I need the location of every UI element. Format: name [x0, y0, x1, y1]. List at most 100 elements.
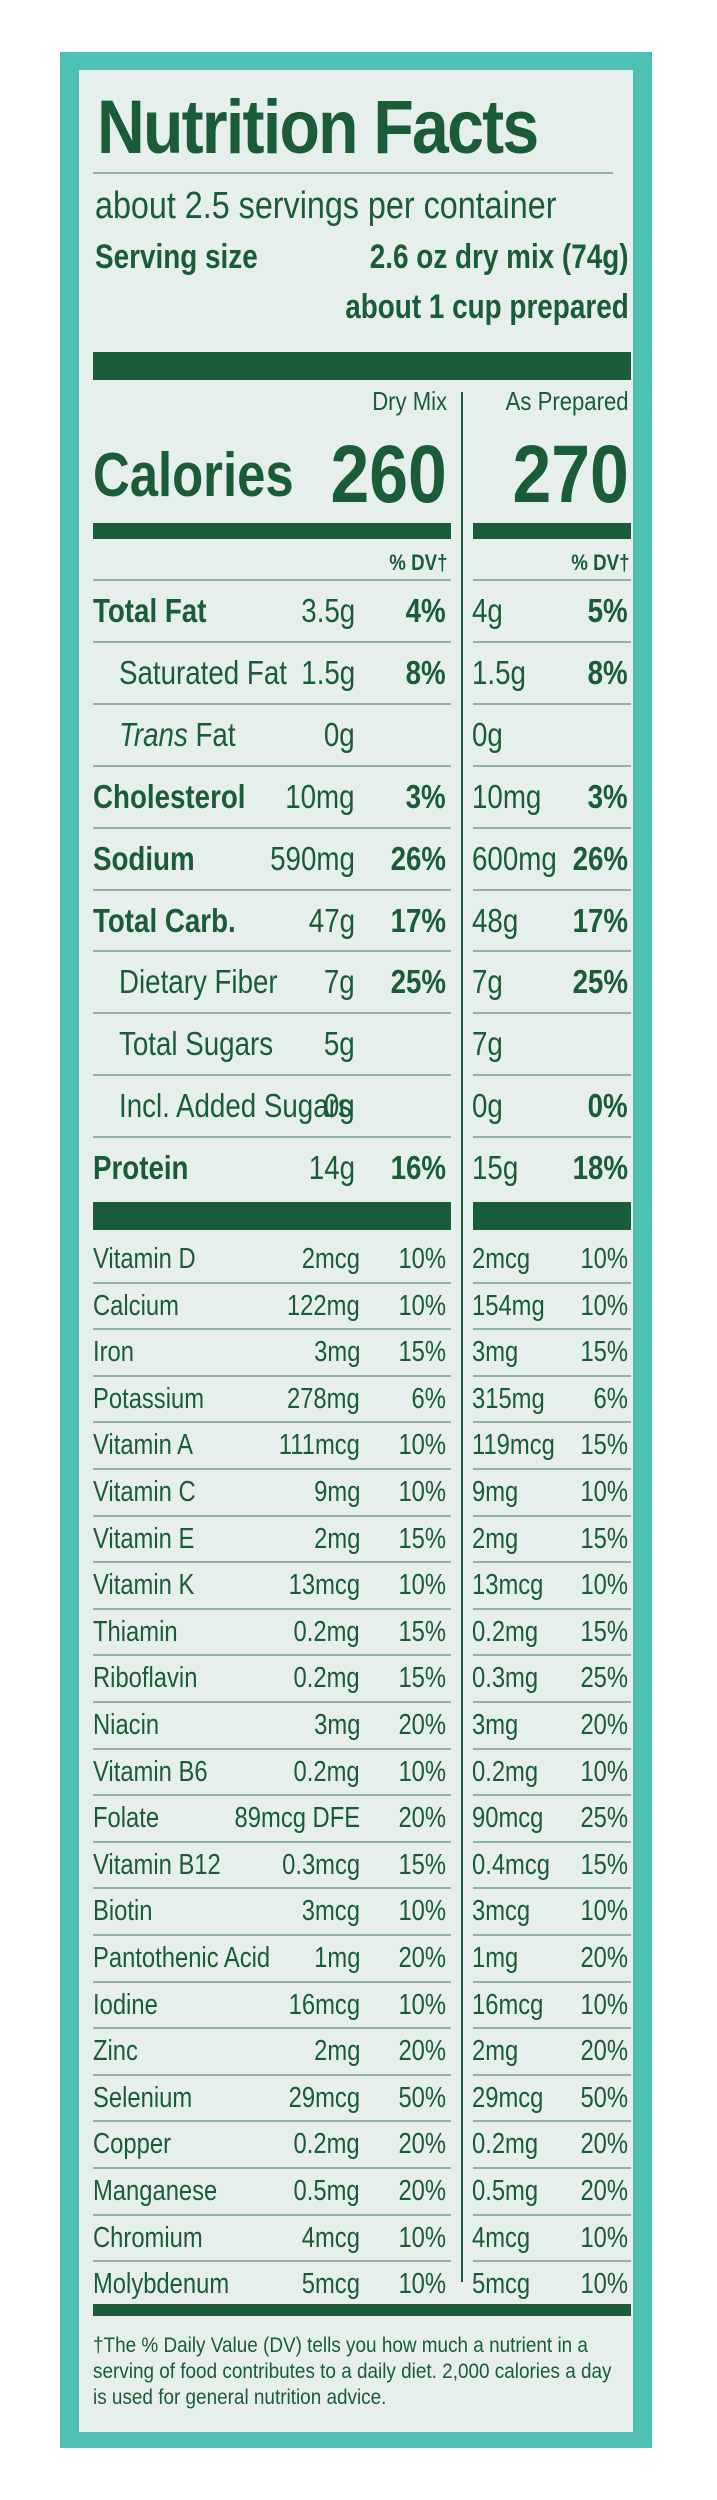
- nutrient-name: Molybdenum: [93, 2268, 230, 2301]
- nutrient-name: Total Fat: [93, 592, 207, 629]
- nutrient-row: Protein 14g 16% 15g 18%: [0, 1138, 717, 1200]
- row-divider: [473, 702, 631, 705]
- dry-daily-value: 50%: [398, 2081, 446, 2114]
- row-divider: [93, 1421, 451, 1424]
- row-divider: [473, 1747, 631, 1750]
- dry-amount: 2mg: [313, 2035, 360, 2068]
- row-divider: [473, 888, 631, 891]
- nutrient-name: Protein: [93, 1149, 189, 1187]
- prepared-amount: 90mcg: [472, 1802, 544, 1835]
- dry-amount: 2mg: [313, 1522, 360, 1555]
- calories-bar-prepared: [473, 523, 631, 539]
- vitamin-mineral-row: Riboflavin 0.2mg 15% 0.3mg 25%: [0, 1655, 717, 1702]
- nutrient-row: Total Carb. 47g 17% 48g 17%: [0, 891, 717, 953]
- dry-daily-value: 20%: [398, 1709, 446, 1741]
- serving-size-prepared: about 1 cup prepared: [345, 288, 629, 326]
- prepared-amount: 3mg: [472, 1336, 519, 1369]
- prepared-amount: 7g: [472, 1025, 503, 1063]
- row-divider: [473, 1934, 631, 1936]
- dry-amount: 0g: [324, 1087, 355, 1125]
- prepared-amount: 0.5mg: [472, 2175, 539, 2207]
- vitamin-mineral-row: Chromium 4mcg 10% 4mcg 10%: [0, 2215, 717, 2262]
- dry-amount: 7g: [324, 963, 355, 1001]
- row-divider: [473, 1012, 631, 1015]
- vitamin-mineral-row: Selenium 29mcg 50% 29mcg 50%: [0, 2075, 717, 2122]
- dry-daily-value: 15%: [398, 1615, 446, 1648]
- row-divider: [473, 1701, 631, 1703]
- prepared-amount: 600mg: [472, 839, 557, 877]
- nutrient-name: Incl. Added Sugars: [119, 1087, 352, 1125]
- calories-dry: 260: [330, 429, 447, 520]
- nutrient-name: Zinc: [93, 2035, 138, 2068]
- dry-amount: 5mcg: [301, 2268, 360, 2301]
- nutrient-name: Vitamin E: [93, 1522, 195, 1555]
- dry-amount: 4mcg: [301, 2221, 360, 2254]
- row-divider: [93, 2260, 451, 2263]
- row-divider: [93, 888, 451, 891]
- dry-amount: 1.5g: [301, 653, 355, 691]
- prepared-amount: 3mg: [472, 1709, 519, 1741]
- dry-daily-value: 20%: [398, 1802, 446, 1835]
- dry-amount: 122mg: [287, 1289, 360, 1322]
- row-divider: [93, 1654, 451, 1657]
- row-divider: [93, 1980, 451, 1983]
- nutrient-row: Sodium 590mg 26% 600mg 26%: [0, 829, 717, 891]
- row-divider: [93, 1887, 451, 1890]
- prepared-amount: 315mg: [472, 1382, 545, 1415]
- prepared-daily-value: 50%: [580, 2081, 628, 2114]
- row-divider: [473, 1136, 631, 1139]
- column-header-prepared: As Prepared: [506, 386, 629, 416]
- dry-amount: 29mcg: [288, 2081, 360, 2114]
- nutrient-row: Trans Fat 0g 0g: [0, 705, 717, 767]
- dry-amount: 1mg: [313, 1942, 360, 1974]
- prepared-daily-value: 10%: [580, 1243, 628, 1275]
- column-divider: [461, 392, 463, 2282]
- row-divider: [473, 1421, 631, 1424]
- dry-daily-value: 17%: [390, 901, 446, 939]
- nutrient-name: Dietary Fiber: [119, 963, 278, 1001]
- nutrient-name: Calcium: [93, 1289, 179, 1322]
- dv-header-prepared: % DV†: [570, 550, 629, 575]
- dry-daily-value: 10%: [398, 1988, 446, 2021]
- nutrient-row: Total Fat 3.5g 4% 4g 5%: [0, 581, 717, 643]
- prepared-daily-value: 6%: [593, 1382, 628, 1415]
- row-divider: [473, 826, 631, 829]
- row-divider: [93, 1561, 451, 1564]
- row-divider: [473, 1607, 631, 1610]
- prepared-amount: 0.3mg: [472, 1662, 539, 1695]
- prepared-daily-value: 15%: [580, 1522, 628, 1555]
- vitamin-mineral-row: Vitamin D 2mcg 10% 2mcg 10%: [0, 1236, 717, 1283]
- row-divider: [473, 1980, 631, 1983]
- vitamin-mineral-row: Potassium 278mg 6% 315mg 6%: [0, 1376, 717, 1423]
- dry-daily-value: 20%: [398, 2128, 446, 2161]
- nutrient-name: Potassium: [93, 1382, 205, 1415]
- nutrient-name: Thiamin: [93, 1615, 178, 1648]
- prepared-amount: 10mg: [472, 777, 542, 815]
- row-divider: [93, 826, 451, 829]
- vitamin-mineral-row: Copper 0.2mg 20% 0.2mg 20%: [0, 2121, 717, 2168]
- dry-amount: 0.5mg: [293, 2175, 360, 2207]
- footnote: †The % Daily Value (DV) tells you how mu…: [93, 2333, 612, 2409]
- prepared-amount: 0.4mcg: [472, 1848, 550, 1881]
- nutrient-name: Sodium: [93, 839, 195, 877]
- dry-daily-value: 15%: [398, 1848, 446, 1881]
- footer-divider: [93, 2304, 631, 2316]
- dry-daily-value: 10%: [398, 1243, 446, 1275]
- vitamin-mineral-row: Calcium 122mg 10% 154mg 10%: [0, 1283, 717, 1330]
- dry-amount: 0.2mg: [293, 1662, 360, 1695]
- prepared-amount: 4g: [472, 592, 503, 629]
- row-divider: [473, 2120, 631, 2123]
- servings-per-container: about 2.5 servings per container: [95, 185, 557, 227]
- row-divider: [473, 1887, 631, 1890]
- row-divider: [93, 702, 451, 705]
- prepared-daily-value: 10%: [580, 1895, 628, 1928]
- dry-amount: 0.2mg: [293, 1755, 360, 1788]
- vitamin-mineral-row: Molybdenum 5mcg 10% 5mcg 10%: [0, 2261, 717, 2308]
- row-divider: [473, 950, 631, 953]
- prepared-amount: 0.2mg: [472, 1615, 539, 1648]
- nutrient-name: Pantothenic Acid: [93, 1942, 271, 1974]
- nutrient-row: Total Sugars 5g 7g: [0, 1014, 717, 1076]
- prepared-daily-value: 25%: [580, 1802, 628, 1835]
- dry-daily-value: 26%: [390, 839, 446, 877]
- prepared-daily-value: 0%: [587, 1087, 628, 1125]
